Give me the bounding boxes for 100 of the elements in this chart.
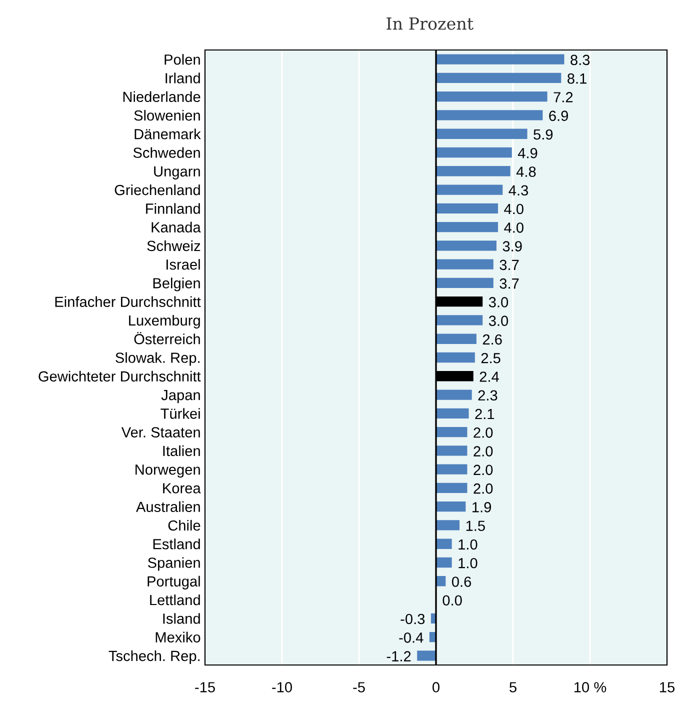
bar [436,482,468,494]
data-label: 2.0 [474,446,493,456]
data-label: 1.0 [458,539,478,550]
bar [436,222,498,232]
data-label: 0.0 [442,595,462,606]
y-tick-label: Gewichteter Durchschnitt [38,370,201,382]
y-tick-label: Schweden [133,147,200,158]
y-tick-label: Lettland [150,594,200,606]
data-label: 6.9 [549,110,568,122]
data-label: 4.0 [504,204,524,214]
bar [436,72,562,84]
y-tick-label: Griechenland [114,184,200,196]
y-tick-label: Finnland [146,203,200,214]
chart-title: In Prozent [386,17,474,30]
data-label: 8.1 [568,73,586,84]
bar [436,520,460,530]
data-label: 0.6 [452,576,472,587]
y-tick-label: Schweiz [147,240,200,252]
x-tick-label: 15 [660,682,674,692]
bar [436,259,494,270]
data-label: 3.9 [502,241,522,252]
bar [436,110,543,120]
y-tick-label: Australien [136,501,200,512]
bar [436,502,466,512]
bar [436,54,564,64]
data-label: -1.2 [386,651,411,662]
y-tick-label: Island [163,613,200,624]
bar [436,278,494,288]
data-label: 2.0 [474,464,493,476]
y-tick-label: Slowenien [134,110,200,121]
y-tick-label: Österreich [134,332,200,344]
x-tick-label: 0 [432,682,440,692]
y-tick-label: Belgien [153,278,200,292]
x-tick-label: -10 [272,682,292,692]
data-label: 3.7 [500,278,519,289]
y-tick-label: Estland [153,538,200,550]
bar [436,352,475,363]
data-label: 1.0 [458,558,478,568]
data-label: 7.2 [554,92,573,102]
data-label: 1.9 [472,502,491,512]
data-label: 4.0 [504,222,524,233]
data-label: 2.3 [478,390,498,401]
y-tick-label: Ver. Staaten [121,427,200,438]
bar [436,315,483,326]
y-tick-label: Irland [166,72,200,84]
y-tick-label: Mexiko [156,632,200,642]
bar [436,166,510,176]
x-tick-label: 5 [510,682,516,692]
y-tick-label: Chile [168,520,200,531]
data-label: -0.4 [399,632,424,643]
bar [436,240,496,251]
y-tick-label: Polen [164,54,200,65]
y-tick-label: Spanien [148,557,200,571]
bar [436,334,476,344]
bar [436,147,512,158]
bar [417,650,436,661]
bar [436,390,472,400]
data-label: 2.1 [475,408,494,420]
data-label: 1.5 [466,520,485,532]
data-label: 2.0 [474,483,493,494]
y-tick-label: Kanada [152,222,201,232]
y-tick-label: Portugal [148,576,200,590]
y-tick-label: Japan [161,390,200,404]
bar [436,538,452,549]
data-label: 5.9 [534,129,553,140]
data-label: 2.0 [474,427,493,438]
x-tick-label: -5 [353,682,365,692]
data-label: 2.6 [482,334,502,345]
y-tick-label: Dänemark [134,128,201,140]
data-label: 3.0 [488,316,508,326]
bar [436,408,469,418]
y-tick-label: Türkei [160,408,200,419]
y-tick-label: Luxemburg [129,314,200,329]
bar [436,464,468,474]
data-label: 4.3 [508,185,528,196]
data-label: 4.8 [516,166,536,177]
y-tick-label: Israel [166,259,200,270]
y-tick-label: Korea [163,483,201,494]
data-label: 2.5 [481,352,500,364]
bar [436,426,468,438]
y-tick-label: Slowak. Rep. [116,352,200,366]
y-tick-label: Italien [163,445,200,456]
y-tick-label: Tschech. Rep. [108,650,200,664]
y-tick-label: Niederlande [123,91,200,102]
y-tick-label: Einfacher Durchschnitt [55,296,201,308]
y-tick-label: Ungarn [154,166,200,180]
data-label: 4.9 [518,148,538,158]
bar [436,184,503,195]
data-label: -0.3 [400,614,425,624]
bar [436,92,548,102]
bar [436,203,498,214]
x-tick-label: 10 % [574,682,606,692]
bar [436,557,452,568]
data-label: 8.3 [570,54,590,66]
x-tick-label: -15 [195,682,215,692]
y-tick-label: Norwegen [136,464,200,478]
bar [436,446,468,456]
data-label: 2.4 [480,372,499,382]
data-label: 3.7 [500,260,519,270]
bar [436,128,528,139]
